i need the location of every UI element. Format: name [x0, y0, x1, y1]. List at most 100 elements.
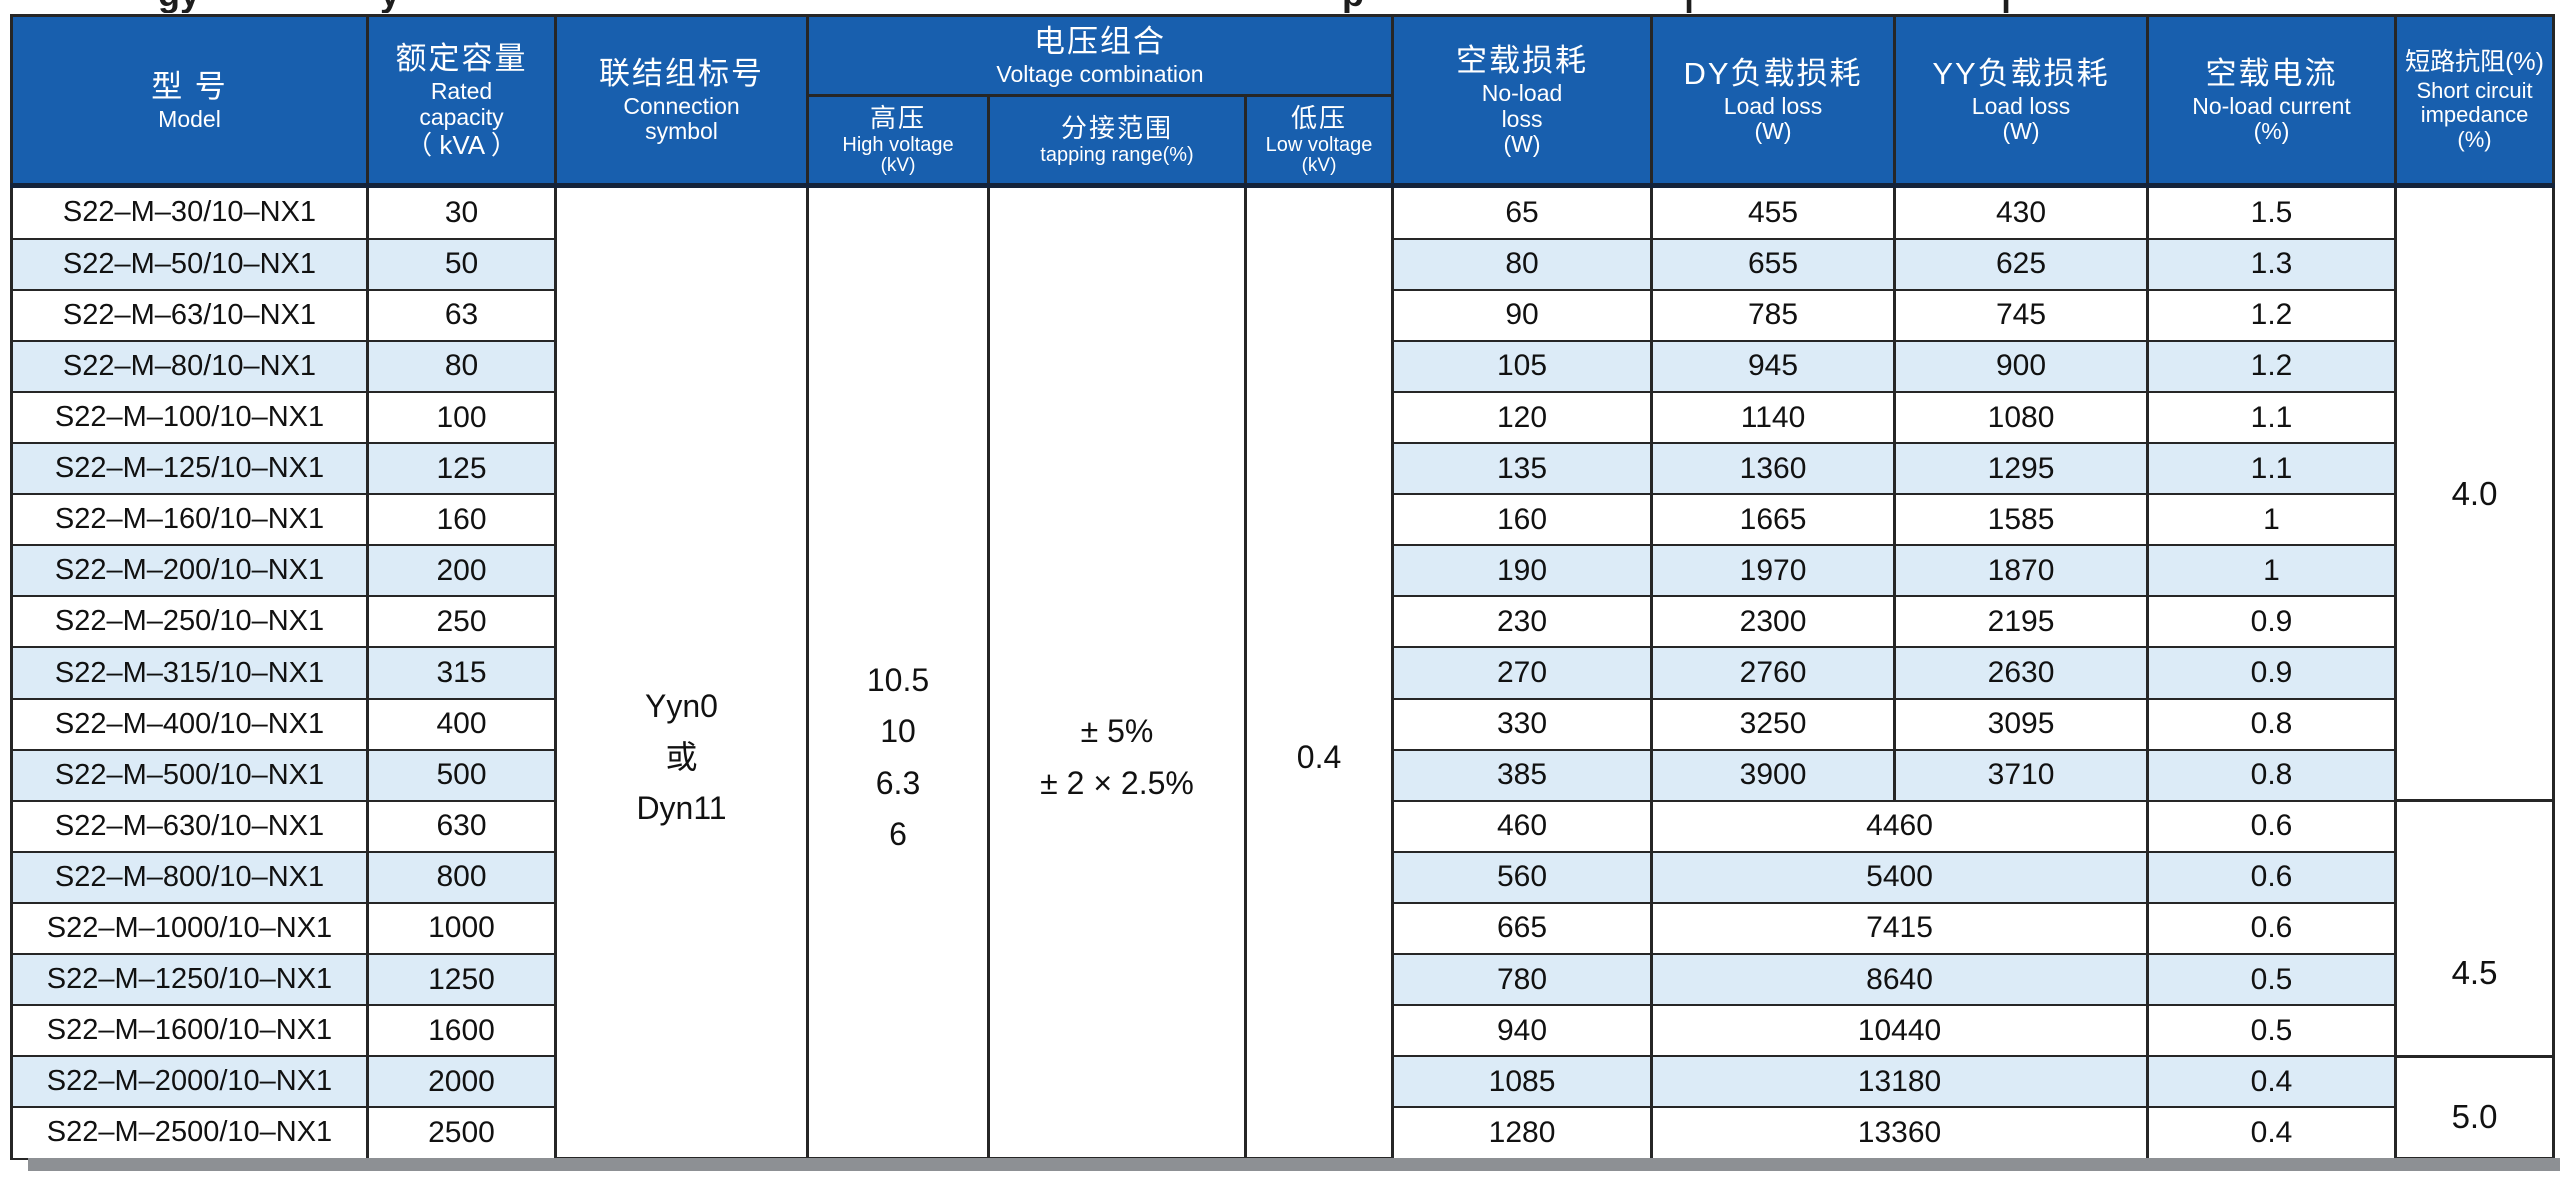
dy-load-loss-cell: 1140	[1650, 390, 1897, 445]
tapping-range-cell-line: ± 5%	[1080, 713, 1154, 750]
impedance-cell: 5.0	[2394, 1054, 2556, 1161]
model-cell: S22–M–400/10–NX1	[10, 697, 369, 751]
connection-symbol-cell-line: Yyn0	[645, 687, 718, 724]
no-load-current-cell: 0.6	[2146, 901, 2398, 956]
no-load-loss-cell: 160	[1391, 493, 1654, 547]
no-load-loss-cell: 230	[1391, 595, 1654, 649]
high-voltage-cell-line: 10	[880, 713, 916, 750]
dy-load-loss-cell: 1360	[1650, 442, 1897, 496]
low-voltage-cell: 0.4	[1243, 184, 1395, 1160]
capacity-cell: 1600	[366, 1004, 557, 1058]
no-load-loss-cell: 120	[1391, 390, 1654, 445]
high-voltage-cell: 10.5 10 6.3 6	[806, 184, 990, 1160]
dy-load-loss-cell: 945	[1650, 339, 1897, 394]
yy-load-loss-cell: 745	[1893, 288, 2150, 342]
table-row: S22–M–1000/10–NX1 1000 665 7415 0.6	[10, 901, 2554, 956]
dy-load-loss-cell: 3250	[1650, 697, 1897, 751]
model-cell: S22–M–200/10–NX1	[10, 544, 369, 598]
capacity-cell: 160	[366, 493, 557, 547]
no-load-loss-cell: 330	[1391, 697, 1654, 751]
yy-load-loss-cell: 900	[1893, 339, 2150, 394]
yy-load-loss-cell: 1080	[1893, 390, 2150, 445]
capacity-cell: 800	[366, 850, 557, 904]
no-load-current-cell: 1.1	[2146, 442, 2398, 496]
table-row: S22–M–63/10–NX1 63 90 785 745 1.2	[10, 288, 2554, 342]
capacity-cell: 200	[366, 544, 557, 598]
dy-load-loss-cell: 785	[1650, 288, 1897, 342]
no-load-loss-cell: 90	[1391, 288, 1654, 342]
header-tapping-range: 分接范围 tapping range(%)	[987, 94, 1247, 188]
header-connection-symbol: 联结组标号 Connection symbol	[554, 14, 809, 188]
table-body: S22–M–30/10–NX1 30 Yyn0 或 Dyn11 10.5 10 6.3 6 ± 5…	[10, 183, 2556, 1161]
high-voltage-cell-line: 6.3	[875, 764, 921, 801]
no-load-loss-cell: 940	[1391, 1004, 1654, 1058]
dy-load-loss-cell: 1970	[1650, 544, 1897, 598]
yy-load-loss-cell: 2195	[1893, 595, 2150, 649]
load-loss-merged-cell: 13360	[1650, 1106, 2150, 1160]
no-load-current-cell: 0.6	[2146, 799, 2398, 853]
yy-load-loss-cell: 1870	[1893, 544, 2150, 598]
no-load-current-cell: 0.6	[2146, 850, 2398, 904]
no-load-current-cell: 1.1	[2146, 390, 2398, 445]
table-row: S22–M–800/10–NX1 800 560 5400 0.6	[10, 850, 2554, 904]
table-row: S22–M–315/10–NX1 315 270 2760 2630 0.9	[10, 646, 2554, 700]
cropped-text-remnant: |	[2001, 0, 2011, 13]
capacity-cell: 2500	[366, 1106, 557, 1160]
load-loss-merged-cell: 10440	[1650, 1004, 2150, 1058]
connection-symbol-cell-line: Dyn11	[636, 790, 727, 827]
model-cell: S22–M–1000/10–NX1	[10, 901, 369, 956]
cropped-text-remnant: y	[380, 0, 400, 13]
model-cell: S22–M–2000/10–NX1	[10, 1055, 369, 1109]
low-voltage-cell-line: 0.4	[1296, 738, 1342, 775]
cropped-text-remnant: |	[1684, 0, 1694, 13]
yy-load-loss-cell: 1585	[1893, 493, 2150, 547]
dy-load-loss-cell: 1665	[1650, 493, 1897, 547]
no-load-current-cell: 1	[2146, 493, 2398, 547]
model-cell: S22–M–100/10–NX1	[10, 390, 369, 445]
header-high-voltage: 高压 High voltage (kV)	[806, 94, 990, 188]
no-load-loss-cell: 560	[1391, 850, 1654, 904]
no-load-loss-cell: 460	[1391, 799, 1654, 853]
capacity-cell: 1000	[366, 901, 557, 956]
transformer-spec-table: 型 号 Model 额定容量 Rated capacity （ kVA ） 联结…	[10, 14, 2556, 1161]
yy-load-loss-cell: 430	[1893, 184, 2150, 240]
cropped-text-remnant: gy	[158, 0, 200, 13]
no-load-loss-cell: 135	[1391, 442, 1654, 496]
model-cell: S22–M–63/10–NX1	[10, 288, 369, 342]
capacity-cell: 100	[366, 390, 557, 445]
capacity-cell: 80	[366, 339, 557, 394]
load-loss-merged-cell: 8640	[1650, 953, 2150, 1007]
table-header: 型 号 Model 额定容量 Rated capacity （ kVA ） 联结…	[10, 14, 2556, 188]
model-cell: S22–M–800/10–NX1	[10, 850, 369, 904]
table-row: S22–M–100/10–NX1 100 120 1140 1080 1.1	[10, 390, 2554, 445]
no-load-current-cell: 0.5	[2146, 953, 2398, 1007]
no-load-current-cell: 1.2	[2146, 339, 2398, 394]
model-cell: S22–M–1600/10–NX1	[10, 1004, 369, 1058]
capacity-cell: 30	[366, 184, 557, 240]
capacity-cell: 2000	[366, 1055, 557, 1109]
capacity-cell: 125	[366, 442, 557, 496]
header-rated-capacity: 额定容量 Rated capacity （ kVA ）	[366, 14, 557, 188]
dy-load-loss-cell: 655	[1650, 237, 1897, 291]
dy-load-loss-cell: 455	[1650, 184, 1897, 240]
table-row: S22–M–200/10–NX1 200 190 1970 1870 1	[10, 544, 2554, 598]
capacity-cell: 250	[366, 595, 557, 649]
no-load-loss-cell: 65	[1391, 184, 1654, 240]
header-no-load-loss: 空载损耗 No-load loss (W)	[1391, 14, 1654, 188]
no-load-loss-cell: 270	[1391, 646, 1654, 700]
yy-load-loss-cell: 3095	[1893, 697, 2150, 751]
yy-load-loss-cell: 3710	[1893, 748, 2150, 802]
impedance-cell: 4.0	[2394, 183, 2556, 803]
no-load-loss-cell: 665	[1391, 901, 1654, 956]
model-cell: S22–M–160/10–NX1	[10, 493, 369, 547]
table-row: S22–M–1600/10–NX1 1600 940 10440 0.5	[10, 1004, 2554, 1058]
yy-load-loss-cell: 625	[1893, 237, 2150, 291]
table-row: S22–M–160/10–NX1 160 160 1665 1585 1	[10, 493, 2554, 547]
no-load-loss-cell: 80	[1391, 237, 1654, 291]
no-load-loss-cell: 190	[1391, 544, 1654, 598]
model-cell: S22–M–125/10–NX1	[10, 442, 369, 496]
model-cell: S22–M–2500/10–NX1	[10, 1106, 369, 1160]
model-cell: S22–M–500/10–NX1	[10, 748, 369, 802]
no-load-loss-cell: 780	[1391, 953, 1654, 1007]
